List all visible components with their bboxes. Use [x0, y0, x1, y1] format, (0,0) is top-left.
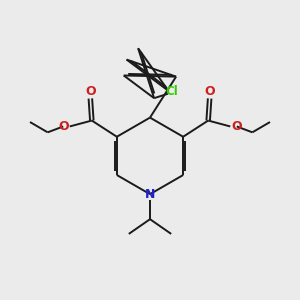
- Text: O: O: [204, 85, 215, 98]
- Text: O: O: [231, 120, 242, 133]
- Text: O: O: [85, 85, 96, 98]
- Text: O: O: [58, 120, 69, 133]
- Text: Cl: Cl: [165, 85, 178, 98]
- Text: N: N: [145, 188, 155, 201]
